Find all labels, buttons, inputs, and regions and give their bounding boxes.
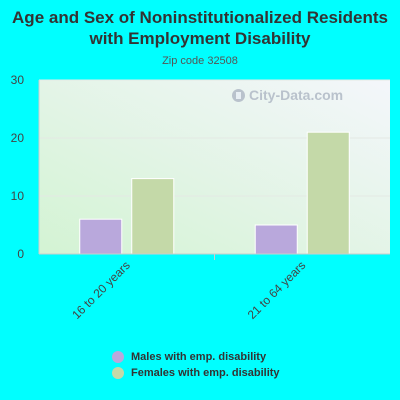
chart-title: Age and Sex of Noninstitutionalized Resi…: [12, 8, 388, 48]
bar-males-2: [254, 224, 298, 255]
bar-females-2: [306, 131, 350, 255]
legend-swatch-females: [112, 367, 124, 379]
y-tick-label-0: 0: [17, 247, 24, 261]
legend-label-males: Males with emp. disability: [131, 351, 267, 363]
bar-females-1: [131, 178, 175, 255]
legend-label-females: Females with emp. disability: [131, 367, 280, 379]
legend-swatch-males: [112, 351, 124, 363]
legend: Males with emp. disability Females with …: [112, 349, 280, 381]
x-tick-label-1: 16 to 20 years: [69, 258, 133, 322]
x-tick-label-2: 21 to 64 years: [245, 258, 309, 322]
bar-males-1: [79, 218, 123, 255]
y-tick-label-20: 20: [11, 131, 25, 145]
y-tick-label-10: 10: [11, 189, 25, 203]
chart-subtitle: Zip code 32508: [162, 55, 238, 67]
legend-item-females: Females with emp. disability: [112, 365, 280, 381]
y-tick-label-30: 30: [11, 73, 25, 87]
legend-item-males: Males with emp. disability: [112, 349, 280, 365]
city-data-logo-icon: [232, 88, 245, 102]
watermark: City-Data.com: [232, 87, 343, 103]
watermark-text: City-Data.com: [249, 87, 344, 103]
